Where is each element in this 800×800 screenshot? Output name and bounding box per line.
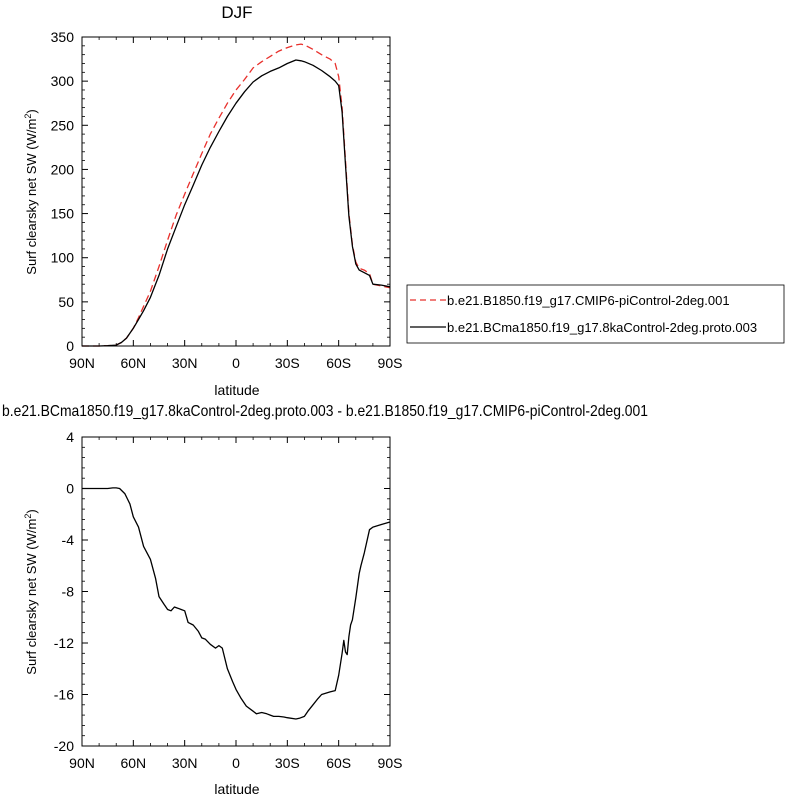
x-tick-label: 90N	[69, 755, 95, 771]
x-axis-label: latitude	[214, 781, 259, 797]
x-tick-label: 0	[232, 755, 240, 771]
x-tick-label: 0	[232, 355, 240, 371]
series-line-1	[82, 43, 391, 347]
y-tick-label: 250	[51, 117, 75, 133]
top-axis-ticks: 90N 60N 30N 0 30S 60S 90S 0 50 100 150 200 250 300 350	[51, 29, 403, 371]
x-tick-label: 30N	[172, 755, 198, 771]
y-tick-label: -8	[62, 584, 75, 600]
x-axis-label: latitude	[214, 382, 259, 398]
y-tick-label: -20	[54, 738, 74, 754]
legend-entry: b.e21.BCma1850.f19_g17.8kaControl-2deg.p…	[447, 320, 757, 335]
chart-title: b.e21.BCma1850.f19_g17.8kaControl-2deg.p…	[2, 403, 648, 420]
y-tick-label: 50	[58, 294, 74, 310]
series-line-2	[82, 59, 391, 347]
chart-title: DJF	[221, 3, 252, 22]
x-tick-label: 60N	[120, 355, 146, 371]
bottom-series-lines	[82, 487, 391, 720]
x-tick-label: 60N	[120, 755, 146, 771]
y-tick-label: 0	[66, 338, 74, 354]
y-tick-label: 4	[66, 429, 74, 445]
x-tick-label: 90S	[378, 755, 403, 771]
x-tick-label: 90S	[378, 355, 403, 371]
y-tick-label: 300	[51, 73, 75, 89]
y-axis-label: Surf clearsky net SW (W/m2)	[23, 509, 39, 674]
legend-box	[406, 284, 785, 344]
y-tick-label: -4	[62, 532, 75, 548]
plot-frame	[81, 36, 391, 347]
y-tick-label: -12	[54, 635, 74, 651]
y-tick-label: 200	[51, 161, 75, 177]
x-tick-label: 30S	[275, 355, 300, 371]
top-series-lines	[82, 43, 391, 347]
y-tick-label: 100	[51, 250, 75, 266]
x-tick-label: 60S	[326, 755, 351, 771]
x-tick-label: 90N	[69, 355, 95, 371]
x-tick-label: 30N	[172, 355, 198, 371]
y-tick-label: 150	[51, 206, 75, 222]
plot-frame	[81, 436, 391, 747]
series-line-1	[82, 487, 391, 720]
y-tick-label: -16	[54, 687, 74, 703]
chart-top: DJF latitude Surf clearsky net SW (W/m2)…	[23, 3, 785, 398]
y-tick-label: 350	[51, 29, 75, 45]
legend: b.e21.B1850.f19_g17.CMIP6-piControl-2deg…	[406, 284, 785, 344]
y-tick-label: 0	[66, 481, 74, 497]
bottom-axis-ticks: 90N 60N 30N 0 30S 60S 90S -20 -16 -12 -8 -4 0 4	[54, 429, 403, 771]
chart-bottom: b.e21.BCma1850.f19_g17.8kaControl-2deg.p…	[2, 403, 648, 797]
y-axis-label: Surf clearsky net SW (W/m2)	[23, 109, 39, 274]
x-tick-label: 60S	[326, 355, 351, 371]
legend-entry: b.e21.B1850.f19_g17.CMIP6-piControl-2deg…	[447, 293, 730, 308]
x-tick-label: 30S	[275, 755, 300, 771]
